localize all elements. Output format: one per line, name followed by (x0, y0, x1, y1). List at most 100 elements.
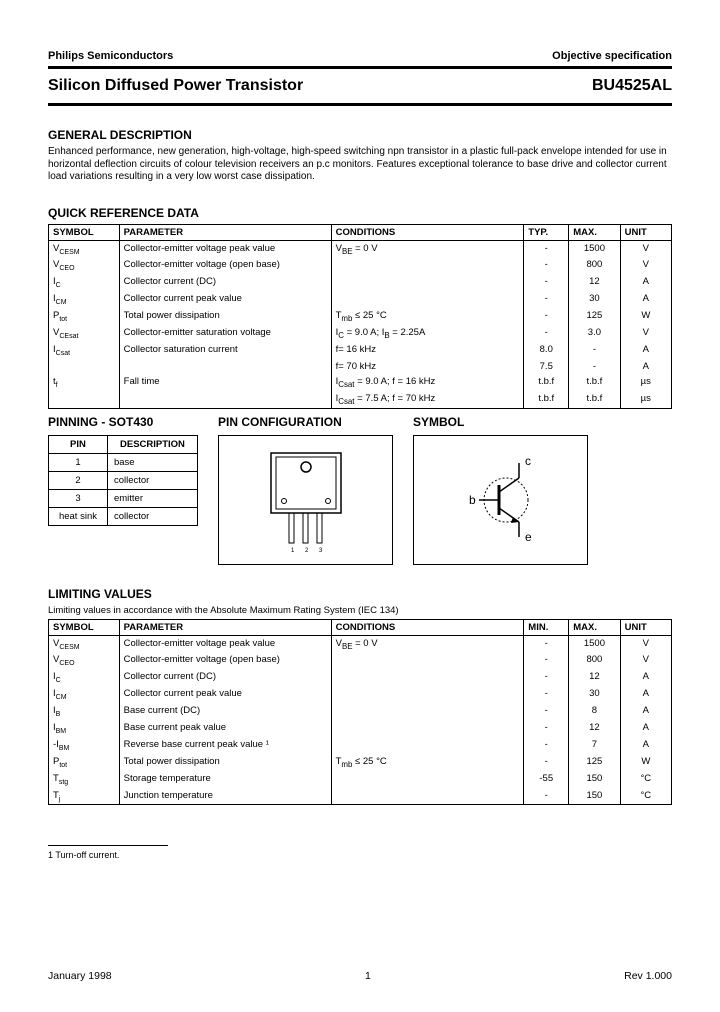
footnote-rule (48, 845, 168, 846)
table-row: PtotTotal power dissipationTmb ≤ 25 °C-1… (49, 754, 672, 771)
cell: IB (49, 703, 120, 720)
table-row: PtotTotal power dissipationTmb ≤ 25 °C-1… (49, 308, 672, 325)
cell (331, 788, 524, 805)
pinconfig-heading: PIN CONFIGURATION (218, 415, 393, 429)
col-header: SYMBOL (49, 224, 120, 240)
col-header: UNIT (620, 224, 671, 240)
table-row: IBMBase current peak value-12A (49, 720, 672, 737)
package-icon: 1 2 3 (251, 445, 361, 555)
table-row: VCEsatCollector-emitter saturation volta… (49, 325, 672, 342)
cell: 7 (569, 737, 620, 754)
cell: A (620, 274, 671, 291)
cell: - (524, 291, 569, 308)
cell: V (620, 325, 671, 342)
table-row: 1base (49, 453, 198, 471)
cell: IC = 9.0 A; IB = 2.25A (331, 325, 524, 342)
cell: 30 (569, 686, 620, 703)
cell: - (524, 754, 569, 771)
cell: VBE = 0 V (331, 240, 524, 257)
cell (119, 391, 331, 408)
table-row: 3emitter (49, 489, 198, 507)
table-row: tfFall timeICsat = 9.0 A; f = 16 kHzt.b.… (49, 374, 672, 391)
cell: - (524, 737, 569, 754)
cell: A (620, 720, 671, 737)
cell: collector (107, 471, 197, 489)
table-row: ICMCollector current peak value-30A (49, 291, 672, 308)
cell: A (620, 291, 671, 308)
cell (331, 703, 524, 720)
cell: Base current (DC) (119, 703, 331, 720)
cell: Storage temperature (119, 771, 331, 788)
cell: Tstg (49, 771, 120, 788)
cell: - (524, 274, 569, 291)
cell (331, 652, 524, 669)
cell: Collector saturation current (119, 342, 331, 359)
cell: - (524, 669, 569, 686)
cell: A (620, 342, 671, 359)
title-row: Silicon Diffused Power Transistor BU4525… (48, 73, 672, 99)
cell: 1 (49, 453, 108, 471)
qrd-heading: QUICK REFERENCE DATA (48, 206, 672, 220)
cell: 12 (569, 274, 620, 291)
cell: ICsat = 7.5 A; f = 70 kHz (331, 391, 524, 408)
cell: Total power dissipation (119, 754, 331, 771)
mid-section: PINNING - SOT430 PINDESCRIPTION 1base2co… (48, 415, 672, 565)
cell (331, 686, 524, 703)
cell: f= 16 kHz (331, 342, 524, 359)
svg-text:3: 3 (319, 548, 323, 554)
col-header: SYMBOL (49, 619, 120, 635)
table-row: heat sinkcollector (49, 507, 198, 525)
cell: A (620, 737, 671, 754)
cell: f= 70 kHz (331, 359, 524, 374)
cell: V (620, 652, 671, 669)
col-header: MIN. (524, 619, 569, 635)
col-header: CONDITIONS (331, 619, 524, 635)
general-desc: Enhanced performance, new generation, hi… (48, 146, 672, 184)
col-header: MAX. (569, 224, 620, 240)
table-row: VCEOCollector-emitter voltage (open base… (49, 652, 672, 669)
footer-page: 1 (365, 970, 371, 982)
cell: 1500 (569, 635, 620, 652)
cell: - (524, 308, 569, 325)
cell: Collector current peak value (119, 291, 331, 308)
symbol-diagram: b c e (413, 435, 588, 565)
cell: VCESM (49, 240, 120, 257)
table-row: ICCollector current (DC)-12A (49, 274, 672, 291)
cell: VBE = 0 V (331, 635, 524, 652)
cell (331, 291, 524, 308)
cell: 125 (569, 308, 620, 325)
company-name: Philips Semiconductors (48, 50, 173, 62)
table-row: ICMCollector current peak value-30A (49, 686, 672, 703)
cell: ICsat (49, 342, 120, 359)
table-row: TstgStorage temperature-55150°C (49, 771, 672, 788)
cell (331, 274, 524, 291)
cell: -55 (524, 771, 569, 788)
cell (331, 669, 524, 686)
cell: Collector current (DC) (119, 274, 331, 291)
symbol-heading: SYMBOL (413, 415, 588, 429)
cell: 150 (569, 788, 620, 805)
cell: A (620, 669, 671, 686)
symbol-col: SYMBOL b c e (413, 415, 588, 565)
limiting-sub: Limiting values in accordance with the A… (48, 605, 672, 616)
rule-top (48, 66, 672, 69)
part-number: BU4525AL (592, 77, 672, 95)
col-header: PARAMETER (119, 224, 331, 240)
svg-text:1: 1 (291, 548, 295, 554)
cell: ICM (49, 686, 120, 703)
qrd-table: SYMBOLPARAMETERCONDITIONSTYP.MAX.UNIT VC… (48, 224, 672, 409)
cell: t.b.f (569, 391, 620, 408)
cell: 1500 (569, 240, 620, 257)
label-c: c (525, 454, 531, 468)
transistor-symbol-icon: b c e (441, 445, 561, 555)
footer: January 1998 1 Rev 1.000 (48, 970, 672, 982)
col-header: UNIT (620, 619, 671, 635)
pinning-heading: PINNING - SOT430 (48, 415, 198, 429)
cell: VCEsat (49, 325, 120, 342)
cell: A (620, 359, 671, 374)
cell: 800 (569, 652, 620, 669)
cell: - (524, 720, 569, 737)
cell: Fall time (119, 374, 331, 391)
table-row: VCESMCollector-emitter voltage peak valu… (49, 635, 672, 652)
col-header: TYP. (524, 224, 569, 240)
